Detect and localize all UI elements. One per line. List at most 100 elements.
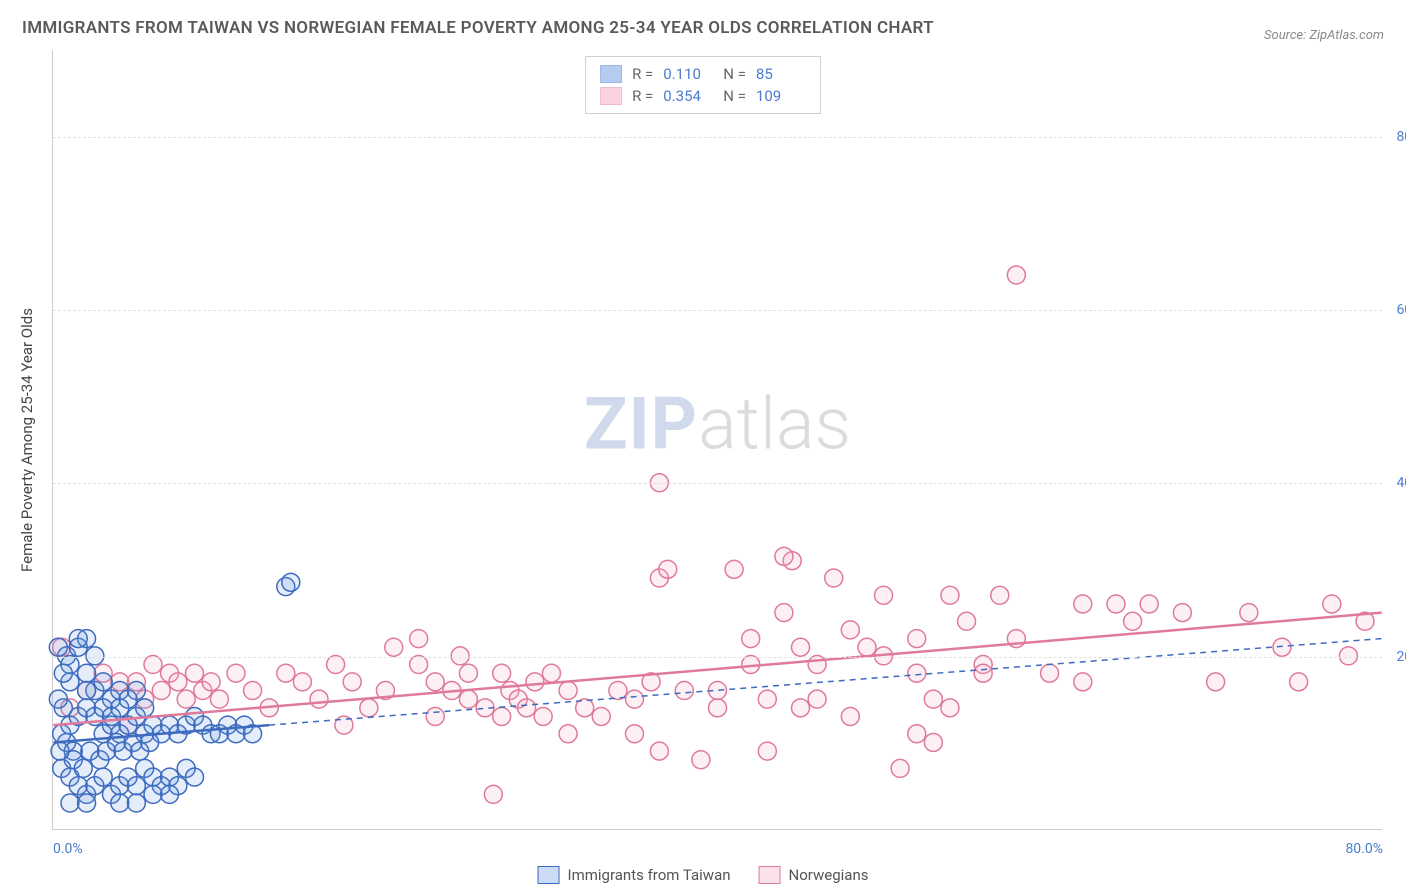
scatter-point (758, 690, 776, 708)
scatter-point (792, 638, 810, 656)
scatter-point (202, 673, 220, 691)
y-tick-label: 40.0% (1384, 475, 1406, 491)
stat-value-n: 109 (756, 87, 806, 105)
scatter-point (426, 707, 444, 725)
scatter-point (526, 673, 544, 691)
scatter-point (1140, 595, 1158, 613)
scatter-point (908, 664, 926, 682)
scatter-point (742, 630, 760, 648)
legend-swatch (600, 87, 622, 105)
scatter-point (185, 664, 203, 682)
legend-swatch (759, 866, 781, 884)
scatter-point (210, 690, 228, 708)
scatter-point (127, 682, 145, 700)
scatter-point (625, 690, 643, 708)
grid-line (53, 137, 1382, 138)
scatter-point (177, 690, 195, 708)
stat-label-r: R = (632, 87, 653, 105)
scatter-point (518, 699, 536, 717)
scatter-point (709, 699, 727, 717)
scatter-point (282, 573, 300, 591)
scatter-point (825, 569, 843, 587)
scatter-point (758, 742, 776, 760)
scatter-point (592, 707, 610, 725)
scatter-point (775, 547, 793, 565)
chart-container: IMMIGRANTS FROM TAIWAN VS NORWEGIAN FEMA… (0, 0, 1406, 892)
scatter-point (410, 656, 428, 674)
legend-stats-row: R =0.110N =85 (600, 63, 806, 85)
scatter-point (111, 794, 129, 812)
scatter-point (185, 768, 203, 786)
scatter-point (61, 794, 79, 812)
grid-line (53, 310, 1382, 311)
scatter-point (1074, 595, 1092, 613)
scatter-point (958, 612, 976, 630)
stat-label-n: N = (723, 87, 746, 105)
stat-value-r: 0.354 (663, 87, 713, 105)
stat-value-r: 0.110 (663, 65, 713, 83)
scatter-point (841, 707, 859, 725)
scatter-point (1074, 673, 1092, 691)
scatter-point (924, 733, 942, 751)
scatter-point (1007, 266, 1025, 284)
scatter-point (127, 777, 145, 795)
scatter-point (974, 664, 992, 682)
scatter-point (559, 725, 577, 743)
scatter-point (659, 560, 677, 578)
scatter-point (858, 638, 876, 656)
scatter-point (169, 673, 187, 691)
scatter-point (559, 682, 577, 700)
scatter-point (484, 785, 502, 803)
source-label: Source: ZipAtlas.com (1264, 28, 1384, 43)
scatter-point (692, 751, 710, 769)
scatter-point (875, 586, 893, 604)
plot-svg (53, 50, 1382, 829)
scatter-point (144, 656, 162, 674)
scatter-point (49, 690, 67, 708)
scatter-point (360, 699, 378, 717)
scatter-point (94, 768, 112, 786)
scatter-point (144, 785, 162, 803)
scatter-point (426, 673, 444, 691)
legend-item: Norwegians (759, 866, 869, 884)
scatter-point (227, 664, 245, 682)
scatter-point (841, 621, 859, 639)
scatter-point (74, 759, 92, 777)
scatter-point (808, 690, 826, 708)
legend-item: Immigrants from Taiwan (538, 866, 731, 884)
scatter-point (792, 699, 810, 717)
scatter-point (908, 725, 926, 743)
scatter-point (534, 707, 552, 725)
legend-swatch (538, 866, 560, 884)
scatter-point (1323, 595, 1341, 613)
y-axis-label: Female Poverty Among 25-34 Year Olds (18, 308, 36, 572)
x-tick-label: 0.0% (53, 841, 83, 857)
plot-area: ZIPatlas 20.0%40.0%60.0%80.0%0.0%80.0% (52, 50, 1382, 830)
scatter-point (1173, 604, 1191, 622)
scatter-point (941, 586, 959, 604)
scatter-point (459, 690, 477, 708)
legend-stats: R =0.110N =85 R = 0.354 N = 109 (585, 56, 821, 114)
scatter-point (94, 673, 112, 691)
scatter-point (343, 673, 361, 691)
scatter-point (493, 707, 511, 725)
scatter-point (542, 664, 560, 682)
legend-label: Immigrants from Taiwan (568, 866, 731, 884)
scatter-point (410, 630, 428, 648)
scatter-point (625, 725, 643, 743)
y-tick-label: 20.0% (1384, 649, 1406, 665)
scatter-point (136, 699, 154, 717)
scatter-point (941, 699, 959, 717)
legend-label: Norwegians (789, 866, 869, 884)
scatter-point (127, 794, 145, 812)
chart-title: IMMIGRANTS FROM TAIWAN VS NORWEGIAN FEMA… (22, 18, 934, 38)
scatter-point (1240, 604, 1258, 622)
scatter-point (675, 682, 693, 700)
scatter-point (891, 759, 909, 777)
scatter-point (293, 673, 311, 691)
scatter-point (78, 682, 96, 700)
scatter-point (808, 656, 826, 674)
y-tick-label: 60.0% (1384, 302, 1406, 318)
scatter-point (1207, 673, 1225, 691)
scatter-point (650, 742, 668, 760)
